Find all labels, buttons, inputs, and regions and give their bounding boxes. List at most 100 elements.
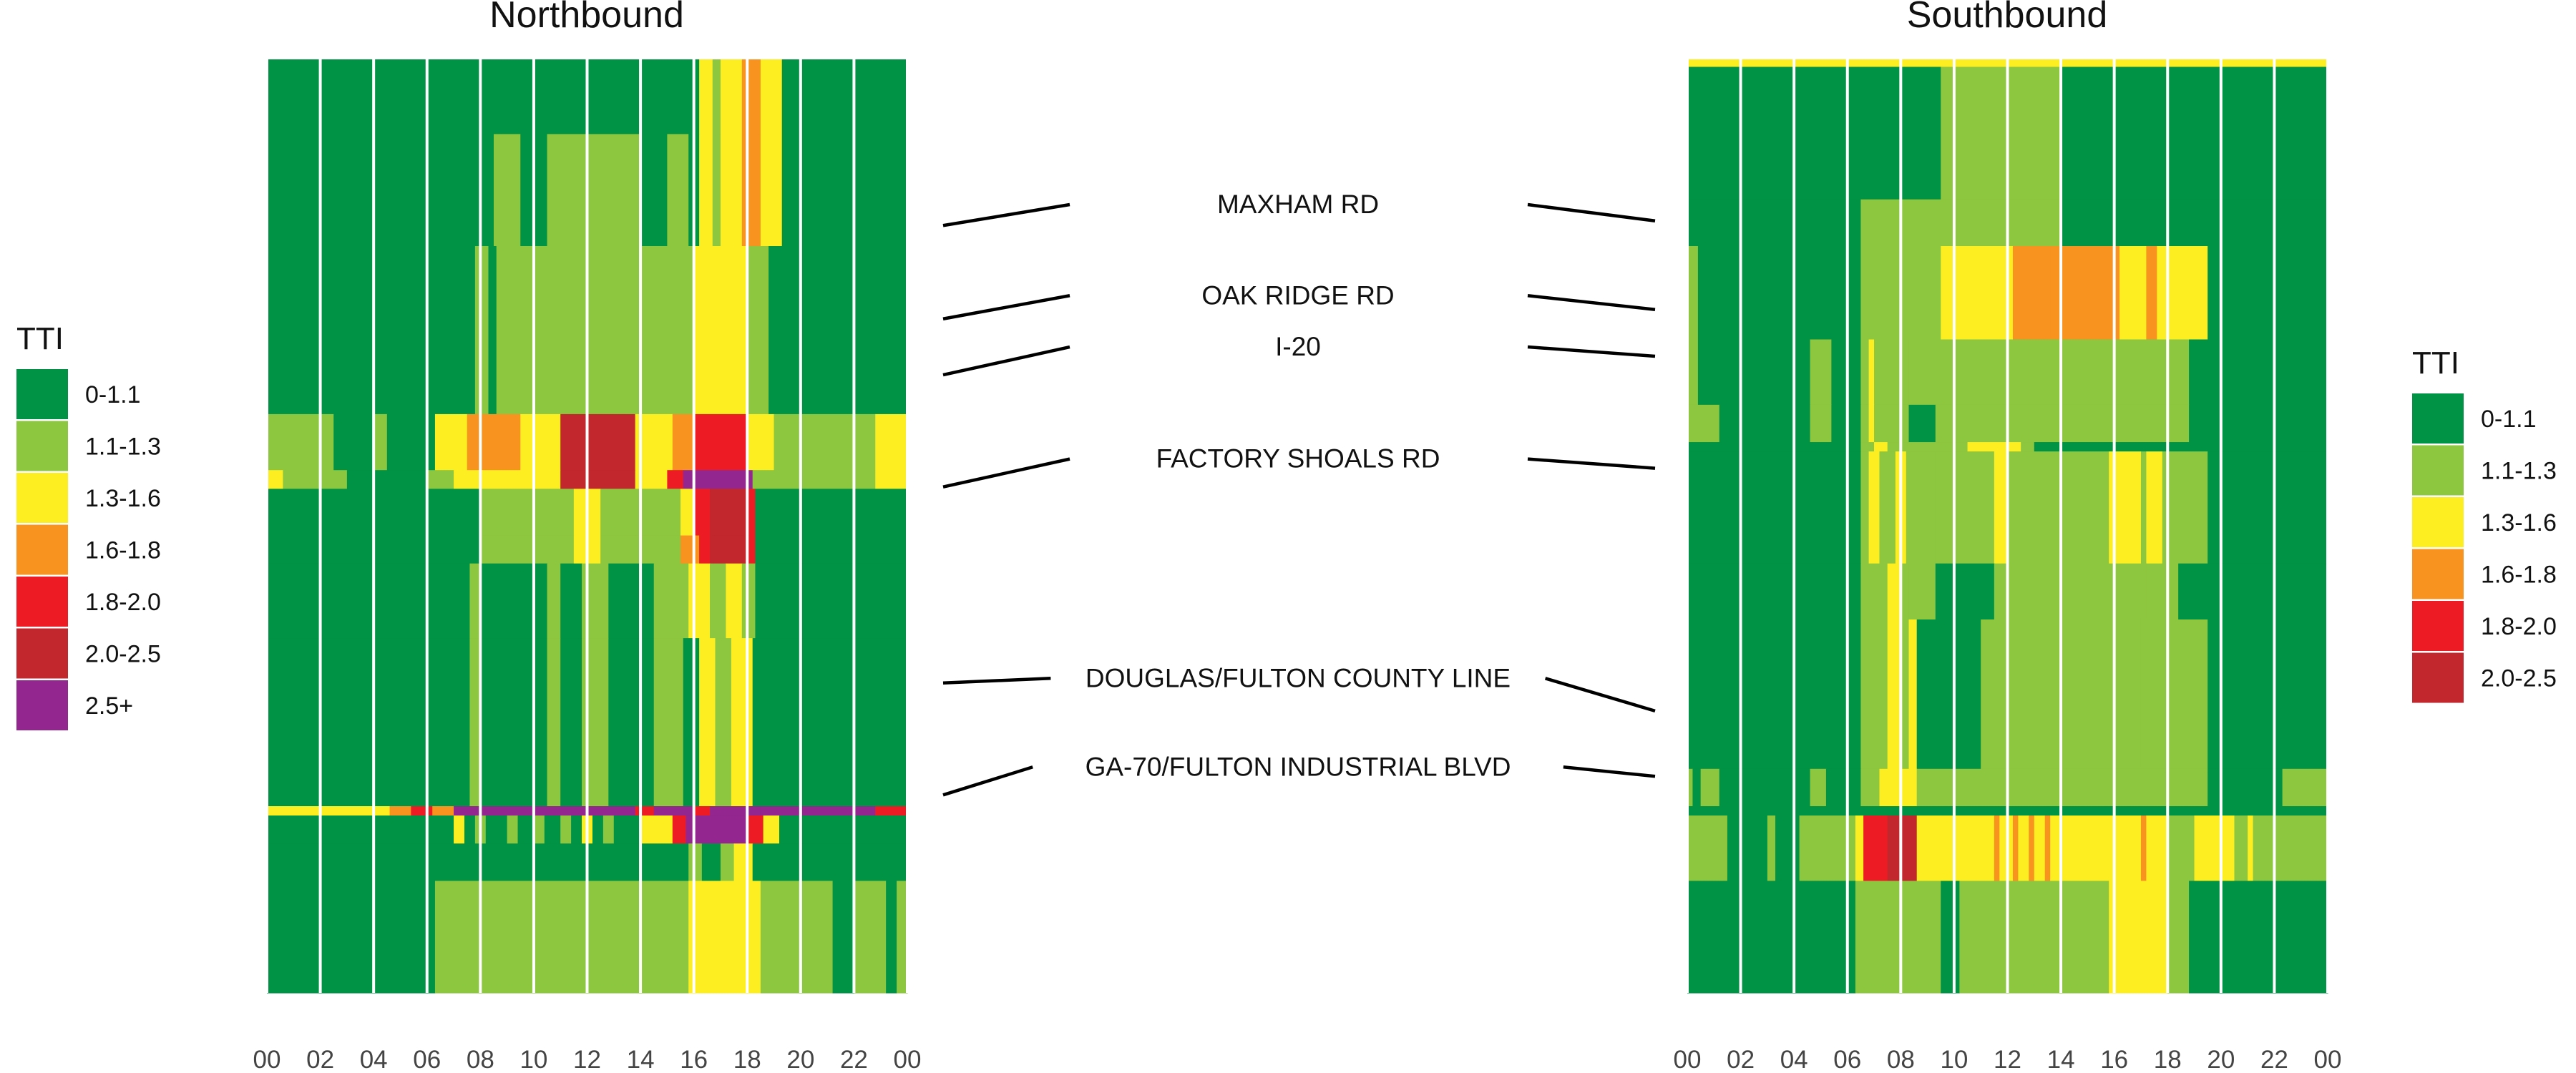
heatmap-cell: [1825, 768, 1861, 807]
heatmap-cell: [608, 563, 655, 639]
heatmap-cell: [1860, 451, 1870, 564]
heatmap-cell: [715, 638, 732, 807]
heatmap-cell: [2162, 619, 2208, 770]
leader-line-northbound: [942, 202, 1070, 227]
x-tick-label: 04: [360, 1046, 388, 1073]
heatmap-cell: [560, 470, 636, 489]
heatmap-cell: [2044, 815, 2051, 881]
heatmap-cell: [2007, 451, 2109, 564]
heatmap-cell: [1687, 442, 1861, 452]
leader-line-northbound: [942, 457, 1070, 489]
heatmap-cell: [1687, 404, 1720, 443]
heatmap-cell: [2167, 815, 2195, 881]
heatmap-cell: [2248, 815, 2254, 881]
heatmap-cell: [2109, 881, 2168, 994]
heatmap-cell: [2207, 442, 2328, 452]
heatmap-cell: [779, 815, 908, 844]
heatmap-cell: [480, 535, 575, 564]
x-tick-label: 06: [1833, 1046, 1861, 1073]
heatmap-cell: [560, 815, 572, 844]
heatmap-cell: [267, 563, 471, 639]
heatmap-cell: [454, 470, 561, 489]
heatmap-cell: [1860, 563, 1888, 620]
heatmap-cell: [389, 806, 411, 816]
heatmap-cell: [434, 413, 468, 471]
heatmap-cell: [2162, 451, 2208, 564]
heatmap-cell: [699, 638, 716, 807]
legend-swatch: [16, 680, 68, 730]
x-tick-label: 14: [2047, 1046, 2075, 1073]
heatmap-cell: [2146, 246, 2157, 340]
road-label: MAXHAM RD: [1217, 190, 1379, 219]
legend-swatch: [2412, 652, 2464, 703]
heatmap-cell: [267, 638, 471, 807]
heatmap-cell: [469, 638, 481, 807]
heatmap-cell: [2029, 815, 2035, 881]
heatmap-cell: [454, 806, 636, 816]
heatmap-cell: [613, 815, 641, 844]
heatmap-cell: [1855, 815, 1864, 881]
heatmap-cell: [781, 59, 908, 134]
road-labels: MAXHAM RD OAK RIDGE RD I-20 FACTORY SHOALS …: [942, 190, 1656, 797]
legend-label: 2.5+: [85, 692, 133, 720]
x-tick-label: 10: [1940, 1046, 1968, 1073]
x-tick-label: 20: [786, 1046, 814, 1073]
heatmap-cell: [1687, 339, 1699, 406]
heatmap-cell: [1901, 563, 1910, 620]
heatmap-cell: [2029, 339, 2190, 406]
heatmap-cell: [346, 470, 428, 489]
legend-title: TTI: [2412, 346, 2459, 381]
heatmap-cell: [720, 59, 743, 134]
road-label: I-20: [1275, 332, 1321, 361]
x-tick-label: 10: [519, 1046, 547, 1073]
heatmap-cell: [547, 563, 561, 639]
heatmap-cell: [699, 134, 713, 247]
heatmap-cell: [517, 815, 535, 844]
heatmap-cell: [741, 563, 756, 639]
heatmap-cell: [2253, 815, 2328, 881]
heatmap-cell: [469, 563, 481, 639]
heatmap-cell: [710, 563, 727, 639]
heatmap-cell: [1941, 246, 2014, 340]
heatmap-cell: [760, 59, 783, 134]
heatmap-cell: [693, 806, 711, 816]
heatmap-cell: [571, 815, 582, 844]
heatmap-cell: [2146, 563, 2163, 620]
heatmap-cell: [1719, 768, 1811, 807]
heatmap-cell: [1916, 619, 1947, 770]
heatmap-cell: [2282, 768, 2328, 807]
heatmap-cell: [1916, 815, 1941, 881]
heatmap-cell: [693, 413, 748, 471]
heatmap-cell: [1860, 404, 1870, 443]
heatmap-cell: [533, 815, 545, 844]
heatmap-cell: [1687, 199, 1861, 247]
heatmap-cell: [1810, 768, 1827, 807]
heatmap-cell: [755, 535, 908, 564]
heatmap-cell: [1935, 404, 2029, 443]
heatmap-cell: [2012, 246, 2051, 340]
heatmap-cell: [640, 815, 673, 844]
legend-label: 1.6-1.8: [2481, 562, 2557, 589]
x-tick-label: 04: [1780, 1046, 1808, 1073]
heatmap-cell: [2018, 815, 2029, 881]
x-tick-label: 08: [467, 1046, 494, 1073]
heatmap-cell: [1810, 404, 1832, 443]
heatmap-cell: [333, 413, 374, 471]
heatmap-cell: [1935, 451, 1995, 564]
heatmap-cell: [1700, 768, 1720, 807]
heatmap-cell: [747, 535, 756, 564]
heatmap-cell: [747, 413, 775, 471]
heatmap-cell: [1687, 246, 1699, 340]
heatmap-cell: [2140, 815, 2147, 881]
heatmap-cell: [886, 881, 897, 994]
heatmap-cell: [752, 843, 908, 881]
legend-label: 1.3-1.6: [2481, 509, 2557, 536]
x-tick-label: 16: [2100, 1046, 2128, 1073]
heatmap-cell: [769, 246, 908, 415]
heatmap-cell: [488, 246, 497, 415]
heatmap-cell: [1860, 199, 1955, 247]
heatmap-cell: [1692, 768, 1702, 807]
heatmap-cell: [1908, 619, 1918, 770]
heatmap-cell: [1687, 619, 1861, 770]
heatmap-cell: [720, 134, 743, 247]
